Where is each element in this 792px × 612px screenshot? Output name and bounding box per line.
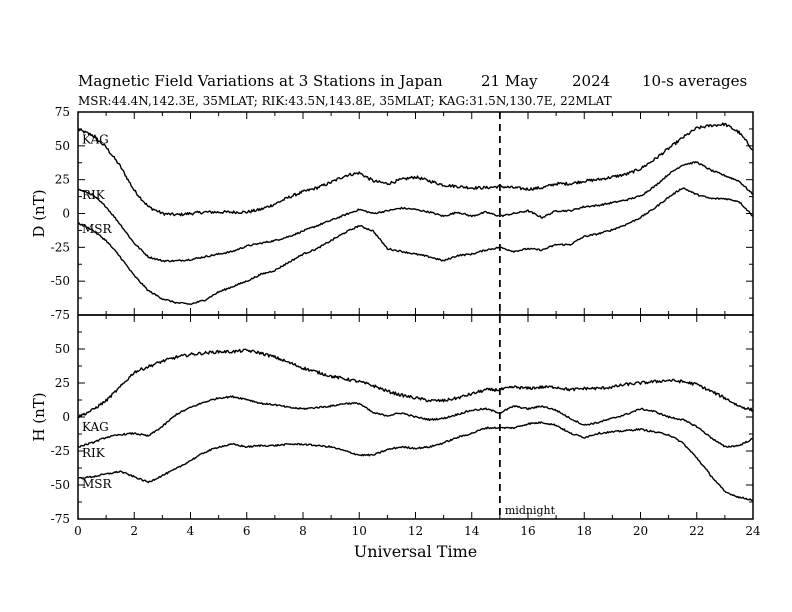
- H-series-label-msr: MSR: [82, 477, 113, 491]
- D-ytick-label: 75: [55, 105, 70, 119]
- xtick-label: 4: [187, 524, 195, 538]
- chart-title: Magnetic Field Variations at 3 Stations …: [78, 72, 443, 90]
- H-series-label-kag: KAG: [82, 420, 109, 434]
- xtick-label: 16: [520, 524, 535, 538]
- xtick-label: 8: [299, 524, 307, 538]
- xtick-label: 12: [408, 524, 423, 538]
- xtick-label: 0: [74, 524, 82, 538]
- xtick-label: 6: [243, 524, 251, 538]
- H-series-msr: [77, 421, 754, 502]
- xtick-label: 2: [130, 524, 138, 538]
- D-series-label-kag: KAG: [82, 133, 109, 147]
- D-ytick-label: 50: [55, 139, 70, 153]
- D-ytick-label: -75: [51, 308, 70, 322]
- xtick-label: 10: [352, 524, 367, 538]
- midnight-label: midnight: [505, 504, 556, 517]
- H-ytick-label: 50: [55, 342, 70, 356]
- H-series-rik: [77, 395, 754, 448]
- xtick-label: 18: [577, 524, 592, 538]
- station-info: MSR:44.4N,142.3E, 35MLAT; RIK:43.5N,143.…: [78, 94, 612, 108]
- H-ylabel: H (nT): [30, 392, 48, 441]
- D-ylabel: D (nT): [30, 189, 48, 237]
- D-series-kag: [77, 122, 754, 217]
- D-ytick-label: -25: [51, 240, 70, 254]
- H-ytick-label: -75: [51, 512, 70, 526]
- D-series-msr: [77, 187, 754, 305]
- H-ytick-label: -25: [51, 444, 70, 458]
- D-ytick-label: 0: [62, 207, 70, 221]
- chart-year: 2024: [572, 72, 611, 90]
- xtick-label: 22: [689, 524, 704, 538]
- D-series-label-msr: MSR: [82, 222, 113, 236]
- D-ytick-label: 25: [55, 173, 70, 187]
- H-ytick-label: -50: [51, 478, 70, 492]
- H-ytick-label: 0: [62, 410, 70, 424]
- D-series-label-rik: RIK: [82, 188, 106, 202]
- xtick-label: 20: [633, 524, 648, 538]
- D-ytick-label: -50: [51, 274, 70, 288]
- D-series-rik: [77, 161, 754, 263]
- H-series-kag: [77, 348, 754, 419]
- chart-averaging: 10-s averages: [642, 72, 748, 90]
- H-ytick-label: 25: [55, 376, 70, 390]
- H-series-label-rik: RIK: [82, 446, 106, 460]
- x-axis-label: Universal Time: [354, 542, 477, 561]
- xtick-label: 14: [464, 524, 480, 538]
- xtick-label: 24: [745, 524, 761, 538]
- chart-date: 21 May: [481, 72, 538, 90]
